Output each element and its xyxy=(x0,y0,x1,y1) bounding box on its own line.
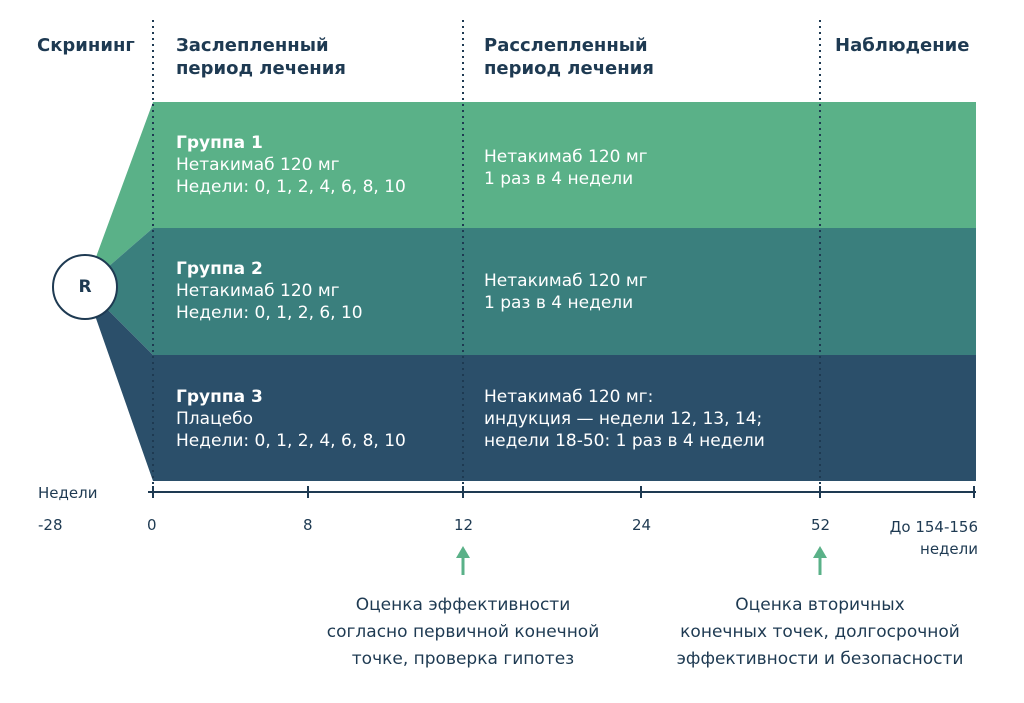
tick-label-end: До 154-156 недели xyxy=(876,516,978,560)
tick-label-12: 12 xyxy=(454,516,474,534)
band-group-3 xyxy=(85,287,976,481)
group-1-unblinded-text: Нетакимаб 120 мг 1 раз в 4 недели xyxy=(484,146,648,190)
group-1-name: Группа 1 xyxy=(176,133,263,153)
group-3-unblinded-line-2: индукция — недели 12, 13, 14; xyxy=(484,409,763,429)
randomization-label: R xyxy=(78,277,92,297)
note-week-12: Оценка эффективности согласно первичной … xyxy=(293,592,633,673)
group-3-name: Группа 3 xyxy=(176,387,263,407)
group-3-unblinded-line-1: Нетакимаб 120 мг: xyxy=(484,387,654,407)
group-1-unblinded-line-1: Нетакимаб 120 мг xyxy=(484,147,648,167)
group-1-blinded-line-2: Недели: 0, 1, 2, 4, 6, 8, 10 xyxy=(176,177,406,197)
group-1-blinded-text: Группа 1 Нетакимаб 120 мг Недели: 0, 1, … xyxy=(176,132,406,198)
tick-label-end-line-2: недели xyxy=(920,540,978,558)
tick-label-minus28: -28 xyxy=(38,516,63,534)
group-2-unblinded-line-2: 1 раз в 4 недели xyxy=(484,293,634,313)
band-group-1 xyxy=(85,102,976,287)
band-group-2 xyxy=(85,228,976,355)
header-blinded-period: Заслепленный период лечения xyxy=(176,34,346,80)
group-3-unblinded-text: Нетакимаб 120 мг: индукция — недели 12, … xyxy=(484,386,765,452)
group-3-blinded-line-1: Плацебо xyxy=(176,409,253,429)
group-3-blinded-text: Группа 3 Плацебо Недели: 0, 1, 2, 4, 6, … xyxy=(176,386,406,452)
header-screening: Скрининг xyxy=(37,35,135,56)
group-3-blinded-line-2: Недели: 0, 1, 2, 4, 6, 8, 10 xyxy=(176,431,406,451)
tick-label-8: 8 xyxy=(303,516,313,534)
group-1-unblinded-line-2: 1 раз в 4 недели xyxy=(484,169,634,189)
note-week-52-line-1: Оценка вторичных xyxy=(735,595,905,615)
group-2-unblinded-line-1: Нетакимаб 120 мг xyxy=(484,271,648,291)
arrow-week-52 xyxy=(813,546,827,575)
tick-label-24: 24 xyxy=(632,516,652,534)
header-unblinded-period: Расслепленный период лечения xyxy=(484,34,654,80)
group-2-name: Группа 2 xyxy=(176,259,263,279)
group-3-unblinded-line-3: недели 18-50: 1 раз в 4 недели xyxy=(484,431,765,451)
note-week-12-line-1: Оценка эффективности xyxy=(355,595,571,615)
note-week-12-line-2: согласно первичной конечной xyxy=(326,622,600,642)
group-1-blinded-line-1: Нетакимаб 120 мг xyxy=(176,155,340,175)
group-2-blinded-line-1: Нетакимаб 120 мг xyxy=(176,281,340,301)
group-2-blinded-text: Группа 2 Нетакимаб 120 мг Недели: 0, 1, … xyxy=(176,258,363,324)
axis-title: Недели xyxy=(38,484,98,502)
header-blinded-line-2: период лечения xyxy=(176,58,346,79)
arrow-week-12 xyxy=(456,546,470,575)
note-week-52: Оценка вторичных конечных точек, долгоср… xyxy=(650,592,990,673)
group-2-blinded-line-2: Недели: 0, 1, 2, 6, 10 xyxy=(176,303,363,323)
header-blinded-line-1: Заслепленный xyxy=(176,35,329,56)
note-week-12-line-3: точке, проверка гипотез xyxy=(351,649,575,669)
tick-label-0: 0 xyxy=(147,516,157,534)
randomization-node: R xyxy=(52,254,118,320)
header-unblinded-line-1: Расслепленный xyxy=(484,35,648,56)
header-observation: Наблюдение xyxy=(835,35,970,56)
note-week-52-line-3: эффективности и безопасности xyxy=(676,649,964,669)
group-2-unblinded-text: Нетакимаб 120 мг 1 раз в 4 недели xyxy=(484,270,648,314)
note-week-52-line-2: конечных точек, долгосрочной xyxy=(680,622,960,642)
tick-label-52: 52 xyxy=(811,516,831,534)
tick-label-end-line-1: До 154-156 xyxy=(889,518,978,536)
header-unblinded-line-2: период лечения xyxy=(484,58,654,79)
